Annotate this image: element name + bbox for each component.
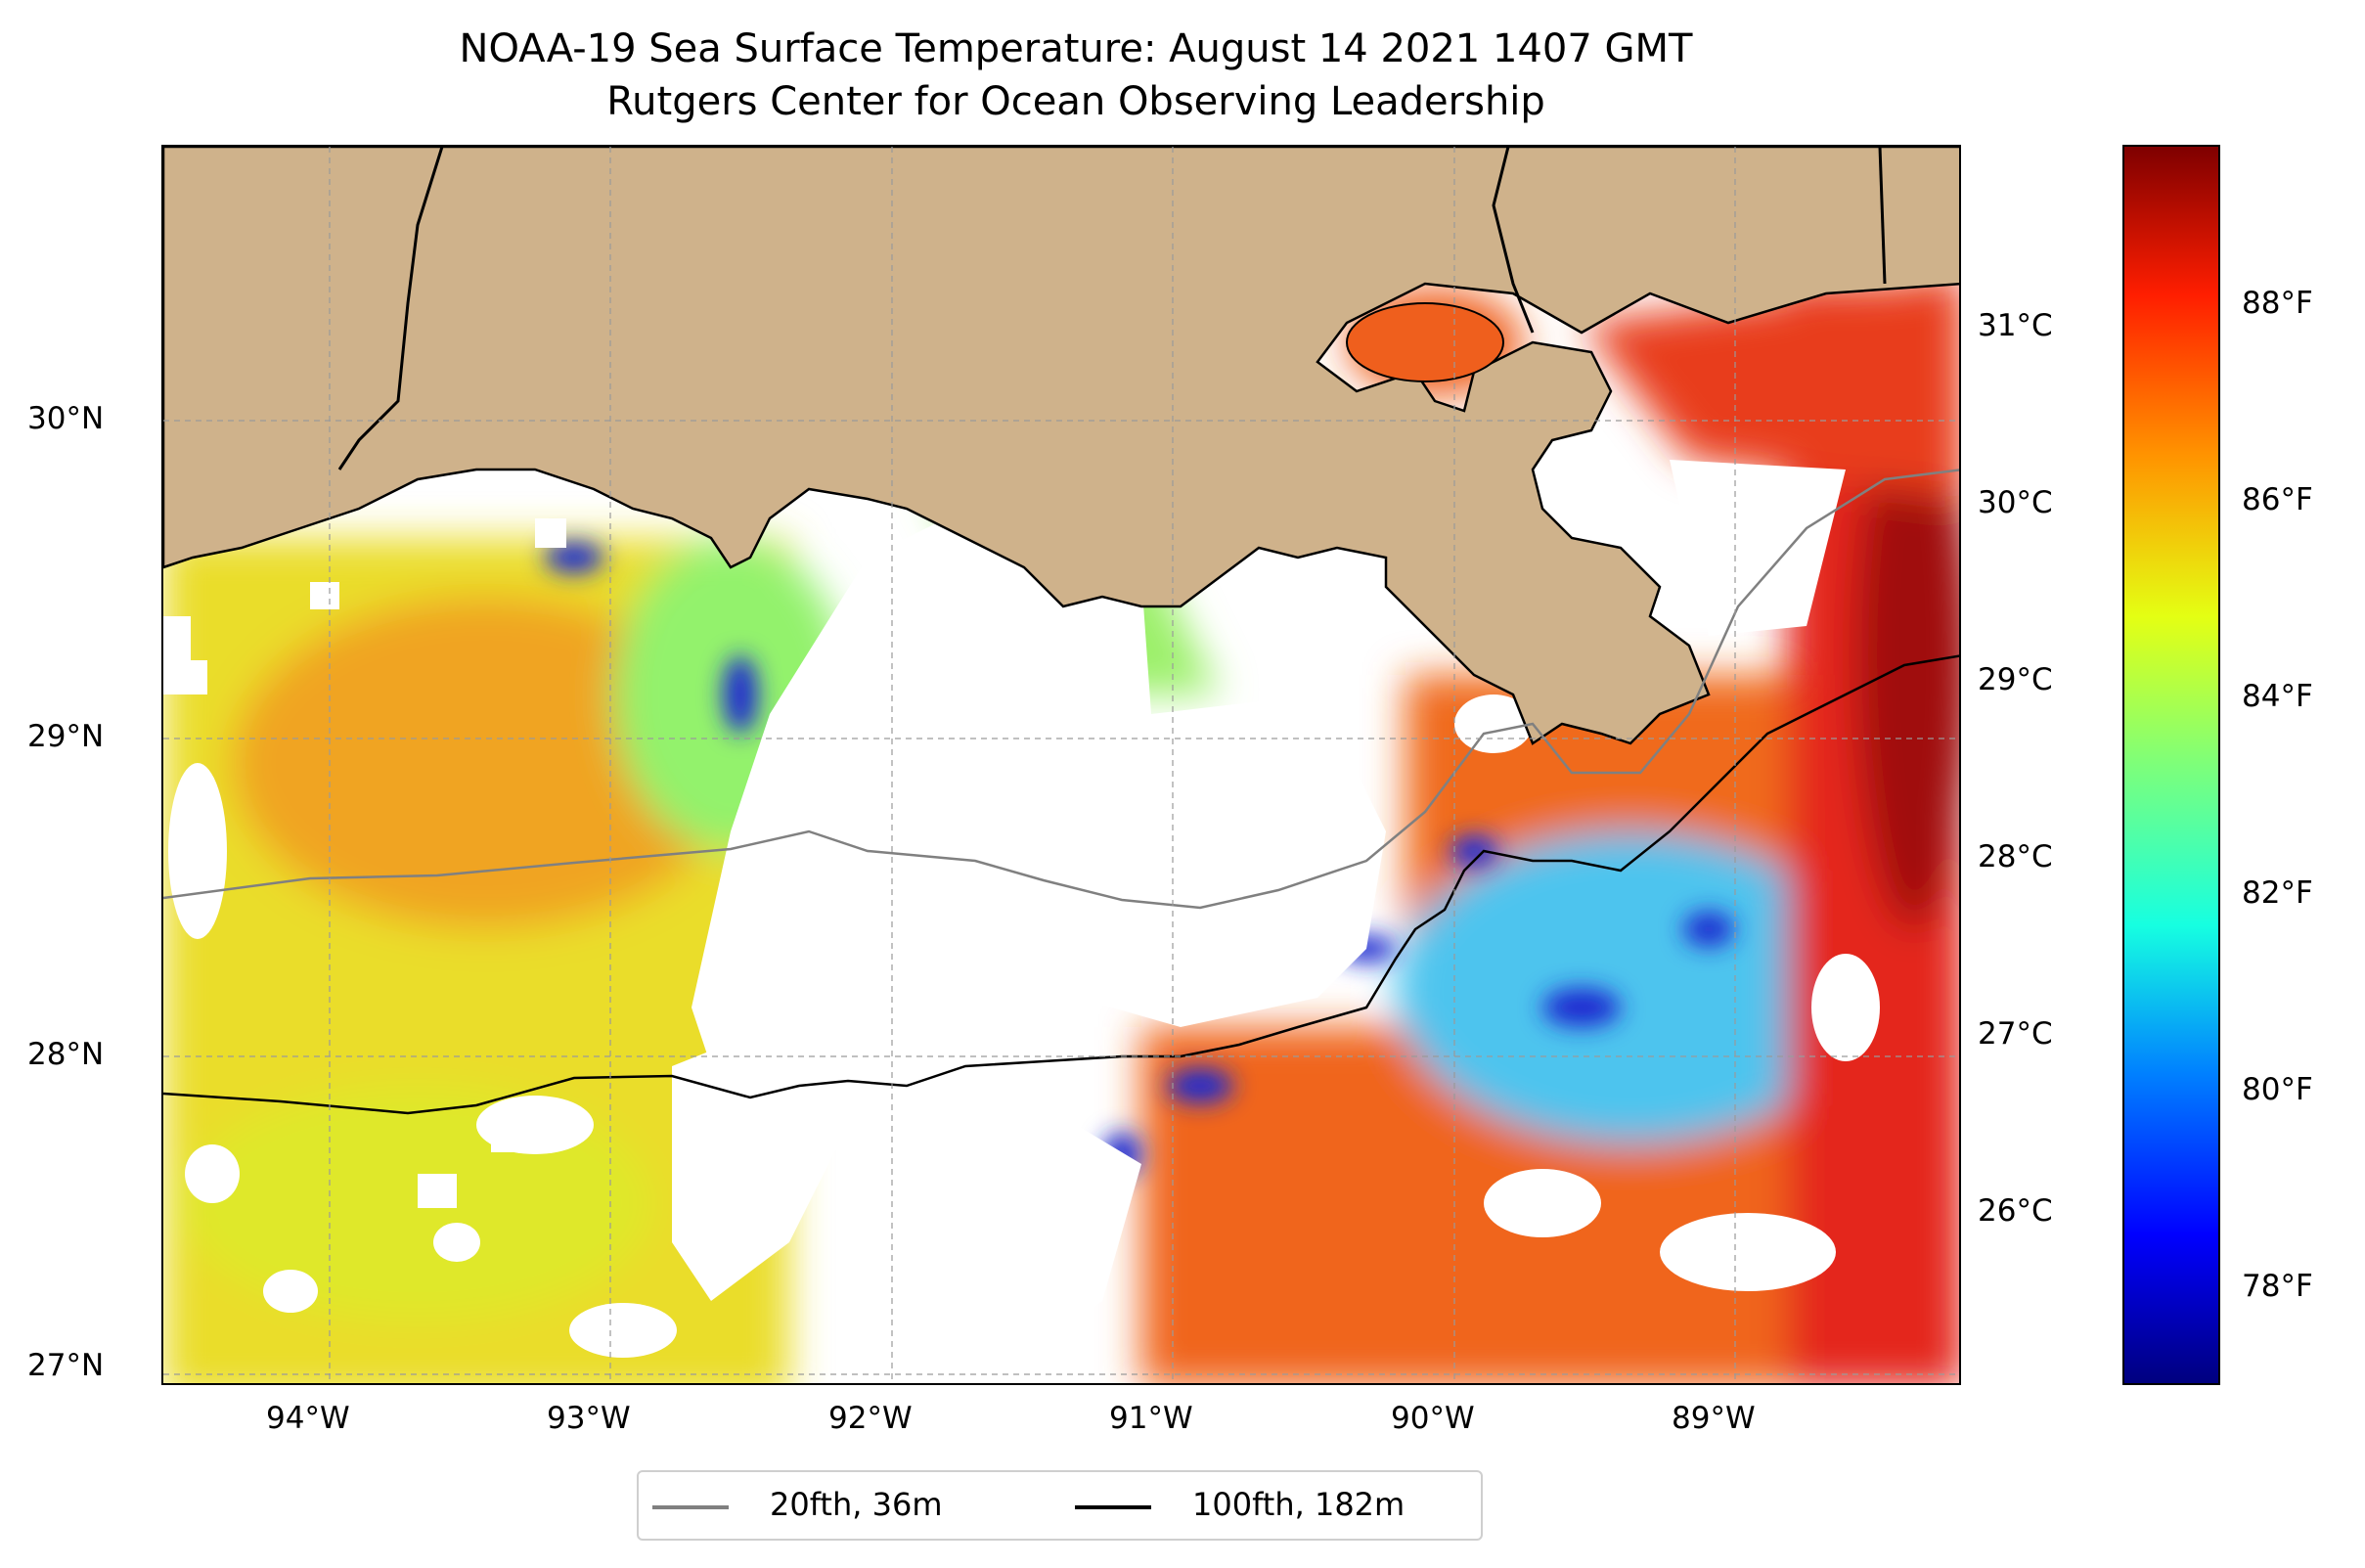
map-gridlines (163, 147, 1959, 1383)
map-title: NOAA-19 Sea Surface Temperature: August … (459, 26, 1693, 71)
lon-label-90w: 90°W (1391, 1401, 1475, 1436)
sst-map-canvas (163, 147, 1959, 1383)
legend-swatch-20fth (652, 1505, 729, 1509)
map-subtitle: Rutgers Center for Ocean Observing Leade… (606, 79, 1545, 124)
state-border-ms-al (1878, 147, 1887, 285)
cbar-label-27c: 27°C (1978, 1016, 2053, 1052)
lat-label-27n: 27°N (27, 1348, 105, 1383)
isobath-legend: 20fth, 36m 100fth, 182m (637, 1470, 1483, 1541)
cbar-label-26c: 26°C (1978, 1193, 2053, 1229)
isobath-20fth (163, 469, 1959, 910)
isobath-100fth (163, 654, 1959, 1115)
legend-label-20fth: 20fth, 36m (770, 1486, 943, 1523)
lake-pontchartrain (1346, 302, 1504, 382)
cbar-label-84f: 84°F (2242, 679, 2313, 714)
lat-label-29n: 29°N (27, 719, 105, 754)
cbar-label-30c: 30°C (1978, 485, 2053, 520)
sst-warm-patch-west (232, 597, 740, 929)
cbar-label-80f: 80°F (2242, 1072, 2313, 1107)
state-border-la-ms (1492, 147, 1535, 334)
sst-map (161, 145, 1961, 1385)
sst-cool-eddy (1396, 831, 1865, 1144)
cbar-label-86f: 86°F (2242, 482, 2313, 517)
lat-label-30n: 30°N (27, 401, 105, 436)
legend-swatch-100fth (1075, 1505, 1151, 1509)
lon-label-91w: 91°W (1109, 1401, 1193, 1436)
lon-label-93w: 93°W (547, 1401, 631, 1436)
state-border-tx-la (337, 147, 444, 470)
cbar-label-78f: 78°F (2242, 1269, 2313, 1304)
cbar-label-82f: 82°F (2242, 875, 2313, 911)
cbar-label-28c: 28°C (1978, 839, 2053, 874)
cbar-label-31c: 31°C (1978, 308, 2053, 343)
cbar-label-29c: 29°C (1978, 662, 2053, 697)
sst-colorbar (2122, 145, 2220, 1385)
cloud-mask-central (692, 470, 1386, 1144)
cbar-label-88f: 88°F (2242, 286, 2313, 321)
cloud-mask-northeast (1670, 460, 1846, 636)
lat-label-28n: 28°N (27, 1037, 105, 1072)
land-louisiana-mississippi (163, 147, 1959, 745)
lon-label-94w: 94°W (266, 1401, 350, 1436)
lon-label-92w: 92°W (828, 1401, 913, 1436)
legend-label-100fth: 100fth, 182m (1192, 1486, 1406, 1523)
lon-label-89w: 89°W (1672, 1401, 1756, 1436)
